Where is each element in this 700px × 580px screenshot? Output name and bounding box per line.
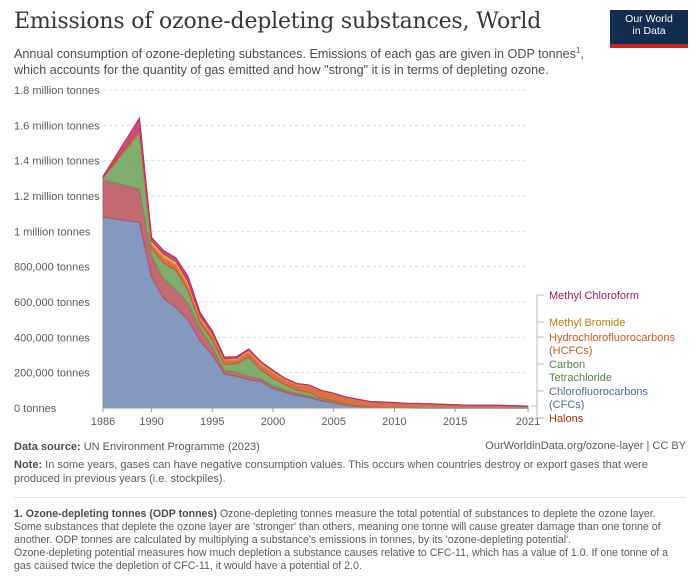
legend-label[interactable]: Chlorofluorocarbons [549,386,649,398]
x-tick-label: 1990 [139,416,163,428]
area-edge-5 [102,116,529,407]
x-tick-label: 2005 [321,416,345,428]
y-tick-label: 400,000 tonnes [14,332,90,344]
y-tick-label: 0 tonnes [14,403,57,415]
legend-label[interactable]: Carbon [549,359,585,371]
x-tick-label: 2010 [382,416,406,428]
y-tick-label: 1.4 million tonnes [14,156,100,168]
legend-label[interactable]: (CFCs) [549,399,584,411]
owid-logo[interactable]: Our World in Data [610,10,688,44]
area-layer [102,116,529,409]
footnote-paragraph-1: 1. Ozone-depleting tonnes (ODP tonnes) O… [14,508,686,547]
data-source: Data source: UN Environment Programme (2… [14,440,260,454]
y-tick-label: 200,000 tonnes [14,368,90,380]
x-tick-label: 2000 [261,416,285,428]
x-tick-label: 1986 [91,416,115,428]
note-label: Note: [14,459,43,471]
footer-divider [14,497,686,498]
x-tick-label: 1995 [200,416,224,428]
x-tick-label: 2015 [443,416,467,428]
stacked-area-chart: 0 tonnes 200,000 tonnes 400,000 tonnes 600,… [14,85,675,428]
note-text: In some years, gases can have negative c… [14,459,648,485]
source-text: UN Environment Programme (2023) [83,441,260,453]
y-tick-label: 800,000 tonnes [14,262,90,274]
legend-label[interactable]: Methyl Chloroform [549,290,639,302]
y-tick-label: 600,000 tonnes [14,297,90,309]
footnote-text: Ozone-depleting tonnes measure the total… [14,508,661,546]
y-tick-label: 1.8 million tonnes [14,85,100,97]
footnote-marker: 1 [575,46,581,55]
footnote: 1. Ozone-depleting tonnes (ODP tonnes) O… [14,508,686,573]
subtitle-text: Annual consumption of ozone-depleting su… [14,47,576,62]
footnote-paragraph-2: Ozone-depleting potential measures how m… [14,547,669,572]
logo-line-2: in Data [632,25,666,37]
y-tick-label: 1.2 million tonnes [14,191,100,203]
legend-label[interactable]: Halons [549,413,584,425]
y-tick-label: 1.6 million tonnes [14,120,100,132]
area-series-0[interactable] [102,216,528,409]
chart-title: Emissions of ozone-depleting substances,… [14,9,542,34]
source-url-link[interactable]: OurWorldinData.org/ozone-layer | CC BY [485,440,686,452]
legend-label[interactable]: (HCFCs) [549,345,592,357]
legend-label[interactable]: Methyl Bromide [549,317,625,329]
logo-accent-bar [610,44,688,48]
legend-label[interactable]: Hydrochlorofluorocarbons [549,332,675,344]
legend-label[interactable]: Tetrachloride [549,372,612,384]
logo-line-1: Our World [625,13,673,25]
legend-layer: Methyl Chloroform Methyl Bromide Hydrochlo… [531,290,675,425]
source-label: Data source: [14,441,81,453]
x-tick-label: 2021 [516,416,540,428]
axis-layer: 0 tonnes 200,000 tonnes 400,000 tonnes 600,… [14,85,540,428]
grid-layer [103,89,528,374]
footnote-label: 1. Ozone-depleting tonnes (ODP tonnes) [14,508,217,520]
y-tick-label: 1 million tonnes [14,226,91,238]
chart-subtitle: Annual consumption of ozone-depleting su… [14,43,604,78]
subtitle-tail: , which accounts for the quantity of gas… [14,47,584,78]
chart-note: Note: In some years, gases can have nega… [14,458,684,486]
